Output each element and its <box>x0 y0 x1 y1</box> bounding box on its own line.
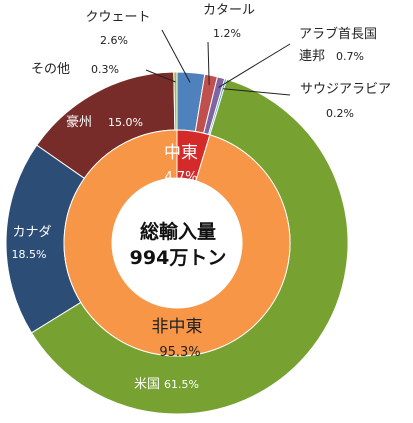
center-label-line2: 994万トン <box>130 247 227 269</box>
label-kuwait: クウェート <box>85 10 150 25</box>
leader-line-0 <box>161 29 191 83</box>
label-australia: 豪州 <box>66 114 92 130</box>
pct-non-middle-east: 95.3% <box>159 345 200 360</box>
center-label-line1: 総輸入量 <box>140 220 216 243</box>
pct-australia: 15.0% <box>108 116 143 129</box>
label-non-middle-east: 非中東 <box>152 317 203 337</box>
pct-kuwait: 2.6% <box>100 34 128 47</box>
pct-usa: 61.5% <box>164 378 199 391</box>
leader-lines <box>145 29 291 96</box>
label-qatar: カタール <box>203 3 255 18</box>
pct-other: 0.3% <box>91 63 119 76</box>
label-saudi: サウジアラビア <box>300 82 391 97</box>
label-canada: カナダ <box>12 225 51 240</box>
label-uae-line1: アラブ首長国 <box>299 26 377 42</box>
outer-slice-7 <box>173 71 178 131</box>
pct-uae: 0.7% <box>336 50 364 63</box>
pct-middle-east: 4.7% <box>164 170 197 185</box>
leader-line-1 <box>207 41 210 86</box>
pct-canada: 18.5% <box>12 248 47 261</box>
label-other: その他 <box>31 62 70 77</box>
label-middle-east: 中東 <box>164 143 198 163</box>
label-usa: 米国 <box>134 377 160 392</box>
leader-line-3 <box>222 88 291 96</box>
pct-saudi: 0.2% <box>326 107 354 120</box>
center-hole <box>112 178 242 308</box>
pct-qatar: 1.2% <box>213 27 241 40</box>
label-uae-line2: 連邦 <box>299 49 325 64</box>
leader-line-2 <box>218 43 291 88</box>
leader-line-7 <box>145 69 176 83</box>
